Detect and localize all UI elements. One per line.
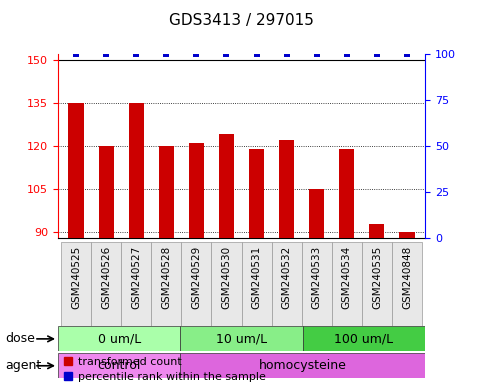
FancyBboxPatch shape bbox=[392, 242, 422, 326]
Text: 100 um/L: 100 um/L bbox=[334, 333, 394, 345]
Text: GSM240530: GSM240530 bbox=[222, 246, 231, 309]
Bar bbox=[180, 353, 425, 378]
Text: GSM240525: GSM240525 bbox=[71, 246, 81, 310]
Text: 10 um/L: 10 um/L bbox=[216, 333, 267, 345]
Text: GSM240526: GSM240526 bbox=[101, 246, 111, 310]
Text: GSM240531: GSM240531 bbox=[252, 246, 261, 310]
Point bbox=[253, 51, 260, 57]
Text: control: control bbox=[98, 359, 141, 372]
Text: GSM240535: GSM240535 bbox=[372, 246, 382, 310]
Bar bbox=[128, 103, 144, 238]
Bar bbox=[339, 149, 355, 238]
Point bbox=[162, 51, 170, 57]
Bar bbox=[189, 143, 204, 238]
Text: GSM240848: GSM240848 bbox=[402, 246, 412, 310]
Bar bbox=[219, 134, 234, 238]
Bar bbox=[369, 223, 384, 238]
FancyBboxPatch shape bbox=[271, 242, 302, 326]
FancyBboxPatch shape bbox=[181, 242, 212, 326]
Text: agent: agent bbox=[5, 359, 41, 372]
Bar bbox=[69, 103, 84, 238]
Bar bbox=[399, 232, 414, 238]
Bar bbox=[99, 146, 114, 238]
Point bbox=[223, 51, 230, 57]
Text: dose: dose bbox=[5, 333, 35, 345]
Bar bbox=[279, 140, 294, 238]
Point bbox=[343, 51, 351, 57]
Point bbox=[132, 51, 140, 57]
Point bbox=[403, 51, 411, 57]
Text: GSM240527: GSM240527 bbox=[131, 246, 141, 310]
Text: homocysteine: homocysteine bbox=[259, 359, 347, 372]
Bar bbox=[58, 353, 180, 378]
FancyBboxPatch shape bbox=[302, 242, 332, 326]
Text: GSM240529: GSM240529 bbox=[191, 246, 201, 310]
Point bbox=[72, 51, 80, 57]
Bar bbox=[180, 326, 303, 351]
FancyBboxPatch shape bbox=[362, 242, 392, 326]
Point bbox=[102, 51, 110, 57]
Legend: transformed count, percentile rank within the sample: transformed count, percentile rank withi… bbox=[64, 357, 266, 382]
Text: GSM240528: GSM240528 bbox=[161, 246, 171, 310]
Text: GSM240533: GSM240533 bbox=[312, 246, 322, 310]
FancyBboxPatch shape bbox=[242, 242, 271, 326]
Bar bbox=[303, 326, 425, 351]
Bar bbox=[249, 149, 264, 238]
Text: GDS3413 / 297015: GDS3413 / 297015 bbox=[169, 13, 314, 28]
Text: GSM240534: GSM240534 bbox=[342, 246, 352, 310]
Text: 0 um/L: 0 um/L bbox=[98, 333, 141, 345]
Bar bbox=[159, 146, 174, 238]
FancyBboxPatch shape bbox=[61, 242, 91, 326]
Bar bbox=[309, 189, 324, 238]
FancyBboxPatch shape bbox=[332, 242, 362, 326]
FancyBboxPatch shape bbox=[212, 242, 242, 326]
FancyBboxPatch shape bbox=[91, 242, 121, 326]
FancyBboxPatch shape bbox=[121, 242, 151, 326]
Bar bbox=[58, 326, 180, 351]
Point bbox=[373, 51, 381, 57]
Point bbox=[283, 51, 290, 57]
FancyBboxPatch shape bbox=[151, 242, 181, 326]
Point bbox=[313, 51, 321, 57]
Point bbox=[193, 51, 200, 57]
Text: GSM240532: GSM240532 bbox=[282, 246, 292, 310]
